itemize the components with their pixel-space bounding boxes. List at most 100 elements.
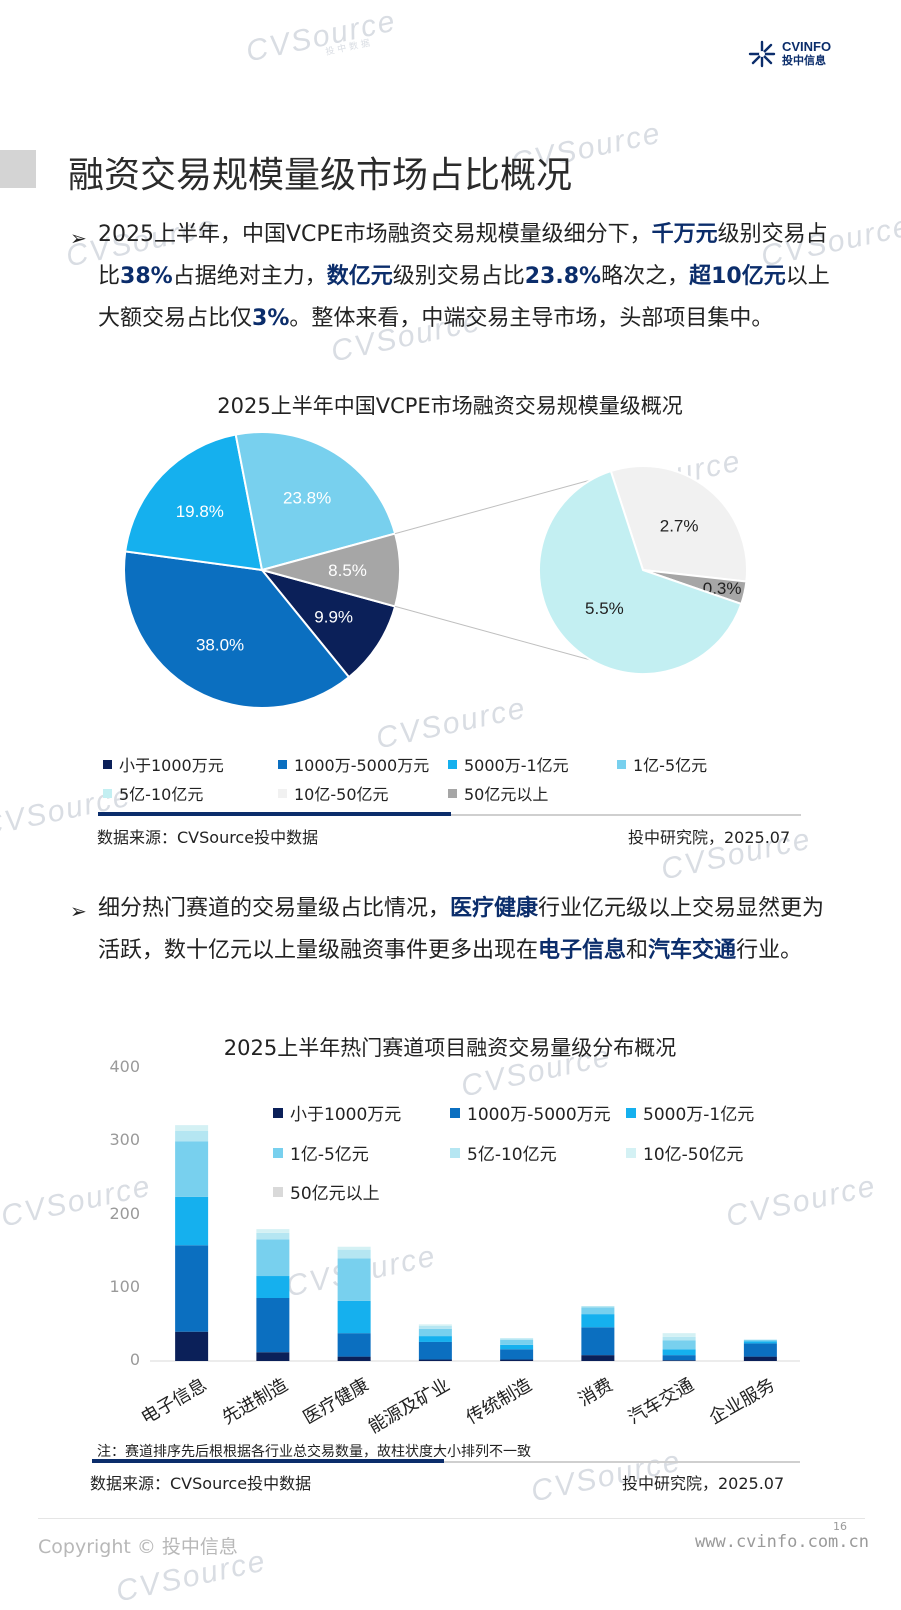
pie-slice — [258, 532, 401, 608]
bar-segment — [337, 1300, 371, 1334]
legend-item: 10亿-50亿元 — [278, 781, 389, 805]
x-category-label: 能源及矿业 — [365, 1374, 454, 1438]
page-title: 融资交易规模量级市场占比概况 — [68, 155, 573, 196]
pie-chart-title: 2025上半年中国VCPE市场融资交易规模量级概况 — [217, 394, 683, 418]
legend-label: 5亿-10亿元 — [467, 1145, 557, 1165]
legend-label: 10亿-50亿元 — [294, 785, 389, 804]
legend-label: 小于1000万元 — [119, 756, 224, 775]
bar-note: 注：赛道排序先后根根据各行业总交易数量，故柱状度大小排列不一致 — [97, 1444, 531, 1460]
x-category-label: 消费 — [574, 1374, 617, 1411]
legend-swatch — [278, 759, 287, 769]
legend-swatch — [273, 1147, 283, 1158]
highlight-text: 医疗健康 — [450, 896, 539, 921]
bar-segment — [175, 1130, 209, 1142]
title-accent-bar — [0, 150, 36, 188]
pie-source-left: 数据来源：CVSource投中数据 — [97, 828, 319, 847]
bar-segment — [337, 1356, 371, 1361]
pie-slice-label: 8.5% — [328, 561, 367, 580]
bar-segment — [500, 1339, 534, 1345]
bar-segment — [418, 1359, 452, 1361]
legend-label: 小于1000万元 — [290, 1105, 402, 1125]
legend-item: 1亿-5亿元 — [273, 1140, 369, 1165]
bar-chart-title: 2025上半年热门赛道项目融资交易量级分布概况 — [223, 1036, 677, 1060]
legend-swatch — [278, 788, 287, 798]
highlight-text: 3% — [252, 306, 290, 331]
pie-slice — [124, 433, 264, 572]
body-text: 以上大额交易占比仅 — [98, 264, 830, 331]
highlight-text: 38% — [120, 264, 173, 289]
bar-segment — [256, 1298, 290, 1353]
bar-segment — [175, 1196, 209, 1246]
secondary-pie-slice — [538, 469, 743, 675]
bar-segment — [418, 1328, 452, 1337]
logo-text-en: CVINFO — [782, 39, 832, 54]
cvinfo-logo: CVINFO 投中信息 — [748, 40, 831, 68]
industry-paragraph: 细分热门赛道的交易量级占比情况，医疗健康行业亿元级以上交易显然更为活跃，数十亿元… — [98, 888, 846, 972]
body-text: 略次之， — [601, 264, 690, 289]
legend-item: 50亿元以上 — [273, 1179, 380, 1204]
body-text: 和 — [626, 938, 649, 963]
bar-segment — [337, 1258, 371, 1301]
bar-segment — [500, 1338, 534, 1340]
footer-divider — [38, 1518, 865, 1519]
highlight-text: 电子信息 — [538, 938, 627, 963]
highlight-text: 千万元 — [651, 222, 718, 247]
bar-segment — [581, 1307, 615, 1315]
bar-segment — [418, 1341, 452, 1360]
bar-segment — [581, 1355, 615, 1361]
bar-segment — [662, 1360, 696, 1361]
bar-segment — [662, 1349, 696, 1356]
bar-segment — [256, 1352, 290, 1361]
footer-copyright: Copyright © 投中信息 — [38, 1536, 238, 1558]
highlight-text: 超10亿元 — [689, 264, 786, 289]
pie-of-pie-chart: 9.9%38.0%19.8%23.8%8.5%2.7%0.3%5.5% — [123, 431, 748, 709]
legend-swatch — [103, 759, 112, 769]
bar-segment — [581, 1327, 615, 1356]
pie-slice-label: 9.9% — [314, 608, 353, 627]
bar-segment — [337, 1246, 371, 1250]
bar-segment — [175, 1141, 209, 1197]
bar-segment — [175, 1245, 209, 1332]
bar-segment — [175, 1125, 209, 1131]
legend-swatch — [103, 788, 112, 798]
legend-swatch — [626, 1147, 636, 1158]
x-category-label: 传统制造 — [462, 1374, 536, 1429]
x-category-label: 医疗健康 — [299, 1374, 373, 1429]
y-tick-label: 200 — [109, 1203, 140, 1223]
bar-segment — [418, 1325, 452, 1329]
bar-segment — [581, 1314, 615, 1328]
legend-item: 10亿-50亿元 — [626, 1140, 743, 1165]
bar-segment — [662, 1333, 696, 1337]
legend-swatch — [617, 759, 626, 769]
bar-segment — [662, 1355, 696, 1361]
connector-line — [394, 605, 599, 663]
legend-label: 10亿-50亿元 — [643, 1145, 744, 1165]
x-category-label: 电子信息 — [137, 1374, 211, 1429]
secondary-pie-label: 2.7% — [660, 517, 699, 536]
bar-segment — [256, 1229, 290, 1233]
legend-item: 1000万-5000万元 — [278, 752, 429, 776]
body-text: 行业。 — [736, 938, 803, 963]
legend-label: 1亿-5亿元 — [290, 1145, 369, 1165]
legend-item: 5000万-1亿元 — [448, 752, 569, 776]
footer-url[interactable]: www.cvinfo.com.cn — [695, 1532, 869, 1552]
legend-swatch — [626, 1107, 636, 1118]
legend-label: 1亿-5亿元 — [633, 756, 708, 775]
legend-label: 5亿-10亿元 — [119, 785, 204, 804]
divider-accent — [98, 812, 451, 816]
body-text: 细分热门赛道的交易量级占比情况， — [98, 896, 451, 921]
summary-paragraph: 2025上半年，中国VCPE市场融资交易规模量级细分下，千万元级别交易占比 38%… — [98, 214, 846, 340]
bar-segment — [662, 1336, 696, 1341]
legend-item: 1亿-5亿元 — [617, 752, 707, 776]
bar-segment — [337, 1333, 371, 1357]
secondary-pie-slice — [609, 465, 748, 583]
pie-slice-label: 23.8% — [283, 488, 331, 507]
bullet-arrow: ➢ — [70, 899, 87, 923]
pie-slice — [259, 568, 397, 679]
bar-segment — [418, 1324, 452, 1326]
bar-segment — [175, 1331, 209, 1361]
highlight-text: 23.8% — [524, 264, 602, 289]
legend-label: 5000万-1亿元 — [643, 1105, 755, 1125]
page-number: 16 — [833, 1520, 847, 1533]
body-text: 级别交易占比 — [392, 264, 525, 289]
